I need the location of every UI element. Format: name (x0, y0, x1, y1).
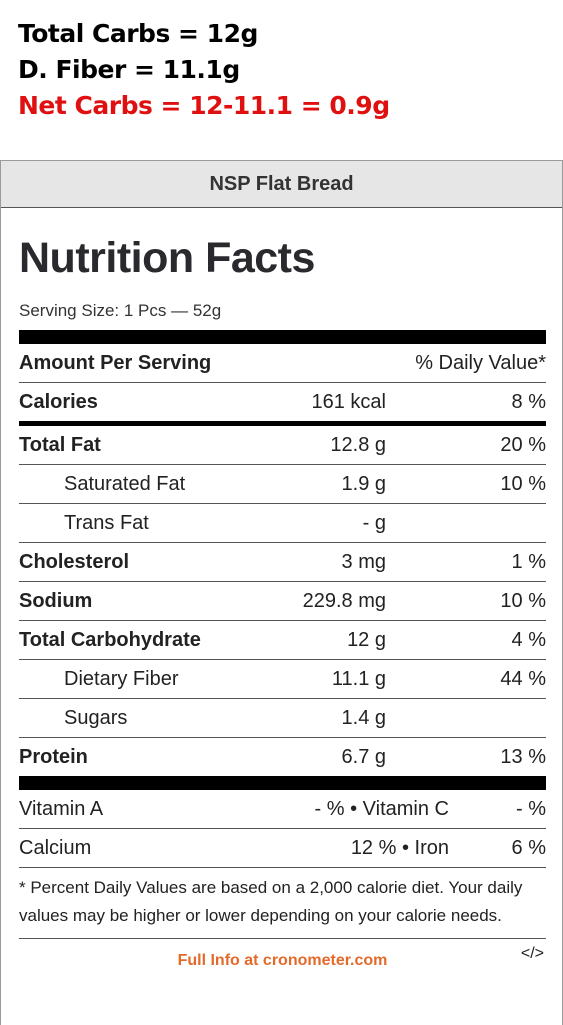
nutrient-row-sugars: Sugars 1.4 g (19, 699, 546, 738)
nutrient-amount: 11.1 g (331, 667, 386, 690)
nutrient-amount: 12 g (347, 628, 386, 651)
nutrient-dv: 13 % (500, 745, 546, 768)
iron-value: 6 % (511, 836, 546, 859)
nutrition-panel: NSP Flat Bread Nutrition Facts Serving S… (0, 160, 563, 1025)
vitamin-a-value: - % (314, 797, 345, 820)
carb-annotation: Total Carbs = 12g D. Fiber = 11.1g Net C… (18, 16, 390, 124)
nutrient-amount: 1.4 g (341, 706, 386, 729)
cronometer-link[interactable]: Full Info at cronometer.com (177, 952, 388, 969)
nutrient-dv: 10 % (500, 472, 546, 495)
nutrition-facts-title: Nutrition Facts (19, 234, 315, 282)
nutrient-name: Total Fat (19, 433, 101, 456)
nutrient-amount: 161 kcal (311, 390, 387, 413)
nutrient-row-dietary-fiber: Dietary Fiber 11.1 g 44 % (19, 660, 546, 699)
thick-divider (19, 330, 546, 344)
amount-per-serving: Amount Per Serving (19, 351, 212, 374)
label-footer: Full Info at cronometer.com </> (19, 939, 546, 983)
nutrient-name: Saturated Fat (64, 472, 186, 495)
calcium-label: Calcium (19, 836, 92, 859)
nutrient-amount: - g (362, 511, 386, 534)
daily-value-header: % Daily Value* (415, 351, 546, 374)
nutrient-name: Sodium (19, 589, 93, 612)
nutrient-amount: 3 mg (341, 550, 386, 573)
nutrient-name: Total Carbohydrate (19, 628, 201, 651)
bullet-separator: • (396, 836, 415, 859)
nutrient-name: Protein (19, 745, 88, 768)
vitamin-row-a-c: Vitamin A - % • Vitamin C - % (19, 790, 546, 829)
vitamin-row-calcium-iron: Calcium 12 % • Iron 6 % (19, 829, 546, 868)
nutrient-row-cholesterol: Cholesterol 3 mg 1 % (19, 543, 546, 582)
nutrient-name: Sugars (64, 706, 128, 729)
nutrient-dv: 1 % (511, 550, 546, 573)
nutrient-dv: 8 % (511, 390, 546, 413)
serving-size: Serving Size: 1 Pcs — 52g (19, 301, 222, 320)
embed-code-icon[interactable]: </> (520, 945, 544, 962)
nutrient-dv: 10 % (500, 589, 546, 612)
fiber-note: D. Fiber = 11.1g (18, 55, 240, 84)
amount-header-row: Amount Per Serving % Daily Value* (19, 344, 546, 383)
nutrient-amount: 1.9 g (341, 472, 386, 495)
nutrient-amount: 6.7 g (341, 745, 386, 768)
medium-divider (19, 421, 546, 426)
nutrition-label: Nutrition Facts Serving Size: 1 Pcs — 52… (19, 232, 546, 983)
nutrient-name: Calories (19, 390, 98, 413)
nutrient-row-saturated-fat: Saturated Fat 1.9 g 10 % (19, 465, 546, 504)
nutrient-dv: 20 % (500, 433, 546, 456)
iron-label: Iron (414, 836, 449, 859)
panel-title: NSP Flat Bread (1, 161, 562, 208)
nutrient-row-trans-fat: Trans Fat - g (19, 504, 546, 543)
bullet-separator: • (344, 797, 363, 820)
nutrient-dv: 4 % (511, 628, 546, 651)
vitamin-a-label: Vitamin A (19, 797, 104, 820)
nutrient-row-protein: Protein 6.7 g 13 % (19, 738, 546, 776)
nutrient-row-total-fat: Total Fat 12.8 g 20 % (19, 426, 546, 465)
nutrient-row-calories: Calories 161 kcal 8 % (19, 383, 546, 421)
nutrient-row-total-carbohydrate: Total Carbohydrate 12 g 4 % (19, 621, 546, 660)
vitamin-c-label: Vitamin C (362, 797, 449, 820)
nutrient-name: Trans Fat (64, 511, 149, 534)
total-carbs-note: Total Carbs = 12g (18, 19, 258, 48)
vitamin-pair: 12 % • Iron (219, 837, 449, 860)
nutrient-amount: 12.8 g (330, 433, 386, 456)
vitamin-pair: - % • Vitamin C (219, 798, 449, 821)
nutrient-name: Cholesterol (19, 550, 130, 573)
nutrient-dv: 44 % (500, 667, 546, 690)
net-carbs-note: Net Carbs = 12-11.1 = 0.9g (18, 91, 390, 120)
daily-value-footnote: * Percent Daily Values are based on a 2,… (19, 868, 546, 939)
nutrient-name: Dietary Fiber (64, 667, 179, 690)
vitamin-c-value: - % (516, 797, 546, 820)
thick-divider (19, 776, 546, 790)
nutrient-row-sodium: Sodium 229.8 mg 10 % (19, 582, 546, 621)
calcium-value: 12 % (350, 836, 397, 859)
nutrient-amount: 229.8 mg (302, 589, 386, 612)
